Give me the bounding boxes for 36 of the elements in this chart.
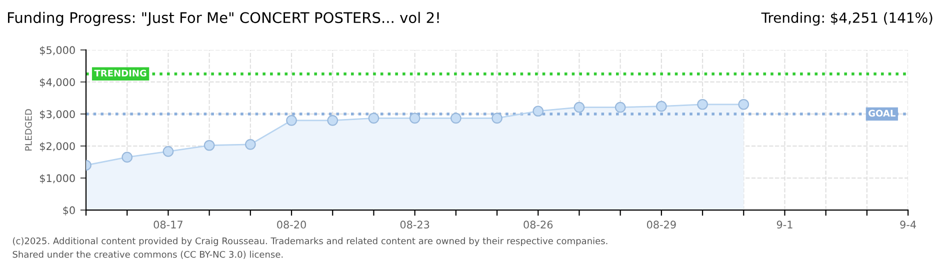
point xyxy=(327,114,338,126)
point xyxy=(368,112,380,124)
point xyxy=(450,112,462,124)
x-tick-label: 08-20 xyxy=(277,220,306,229)
point xyxy=(122,152,133,163)
point xyxy=(492,112,502,124)
text: (c)2025. Additional content provided by Craig Rousseau. Trademarks and related content are owned by their respective companies. xyxy=(12,237,608,246)
point xyxy=(574,102,585,113)
point xyxy=(162,146,174,157)
y-tick-label: $5,000 xyxy=(40,46,75,56)
x-tick-label: 08-26 xyxy=(524,220,553,229)
x-tick-label: 08-23 xyxy=(400,220,430,229)
y-axis-title: PLEDGED xyxy=(25,109,32,151)
text: Shared under the creative commons (CC BY-NC 3.0) license. xyxy=(12,250,283,259)
point xyxy=(286,114,297,126)
point xyxy=(738,98,750,110)
x-tick-label: 9-4 xyxy=(900,220,916,229)
point xyxy=(245,139,256,150)
ref-line-label: GOAL xyxy=(868,110,896,117)
point xyxy=(409,112,420,124)
point xyxy=(656,100,667,112)
point xyxy=(697,98,708,110)
y-tick-label: $3,000 xyxy=(40,110,75,120)
y-tick-label: $0 xyxy=(63,206,75,216)
point xyxy=(532,106,544,117)
ref-line-label: TRENDING xyxy=(94,70,146,77)
y-tick-label: $4,000 xyxy=(40,78,75,88)
text: Trending: $4,251 (141%) xyxy=(761,12,932,26)
x-tick-label: 9-1 xyxy=(776,220,792,229)
chart-title: Funding Progress: "Just For Me" CONCERT POSTERS... vol 2! xyxy=(8,12,439,26)
point xyxy=(204,140,215,151)
x-tick-label: 08-17 xyxy=(154,220,182,229)
y-tick-label: $1,000 xyxy=(40,174,75,184)
point xyxy=(614,102,626,113)
y-tick-label: $2,000 xyxy=(40,142,75,152)
x-tick-label: 08-29 xyxy=(646,220,676,229)
